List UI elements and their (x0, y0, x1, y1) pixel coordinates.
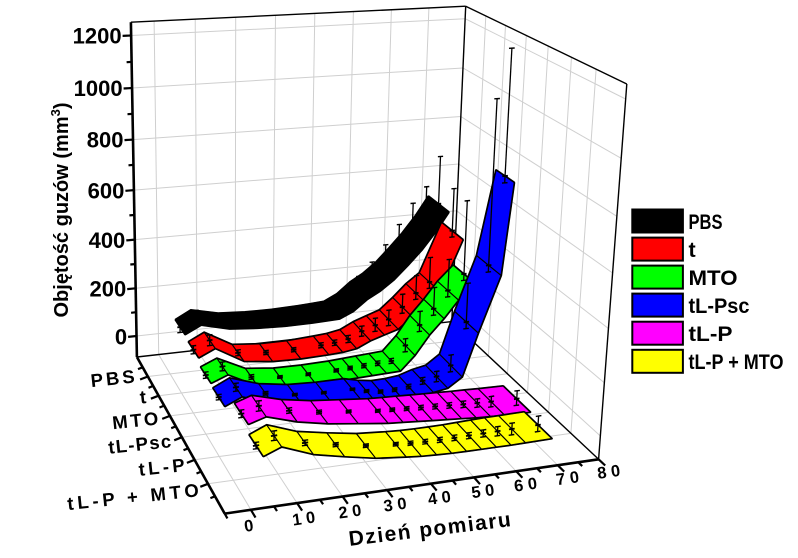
svg-text:200: 200 (89, 277, 126, 302)
svg-text:PBS: PBS (90, 366, 136, 391)
svg-text:600: 600 (88, 178, 125, 203)
svg-text:tL-P: tL-P (689, 322, 733, 346)
svg-text:400: 400 (89, 228, 126, 253)
svg-text:1000: 1000 (74, 76, 123, 101)
svg-text:Objętość guzów (mm3): Objętość guzów (mm3) (48, 102, 73, 317)
svg-text:MTO: MTO (689, 266, 738, 290)
svg-text:0: 0 (243, 517, 255, 536)
svg-text:t: t (139, 386, 147, 408)
svg-text:tL-Psc: tL-Psc (689, 294, 750, 318)
svg-text:800: 800 (87, 128, 124, 153)
svg-text:1200: 1200 (73, 23, 122, 48)
svg-text:0: 0 (115, 324, 127, 349)
svg-text:PBS: PBS (689, 210, 723, 234)
svg-text:MTO: MTO (111, 408, 159, 434)
svg-text:tL-P + MTO: tL-P + MTO (689, 350, 784, 374)
svg-text:t: t (689, 238, 696, 262)
